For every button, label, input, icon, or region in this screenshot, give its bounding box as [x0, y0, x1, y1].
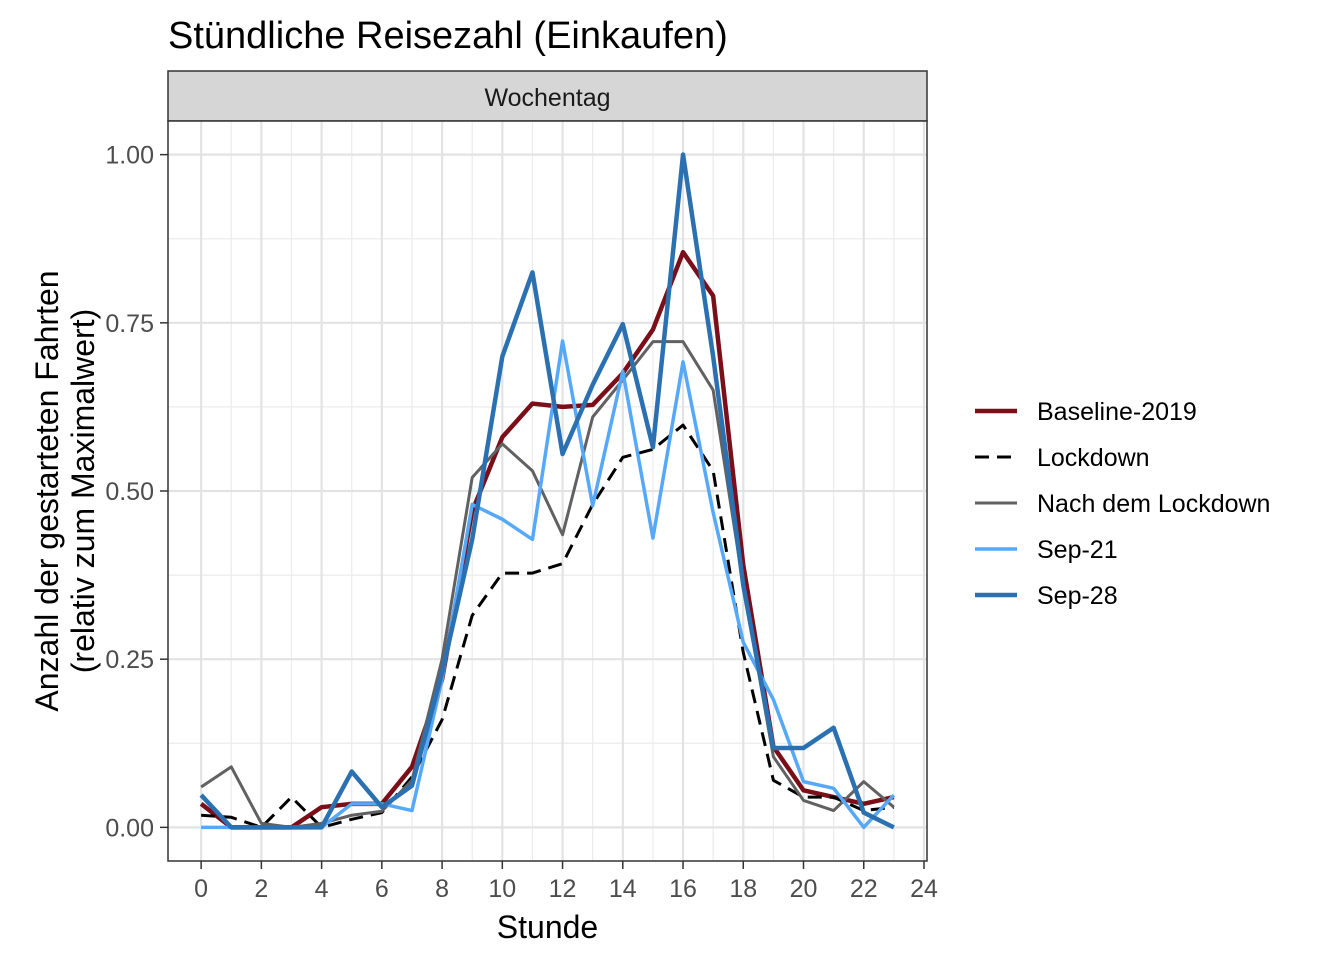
legend: Baseline-2019 Lockdown Nach dem Lockdown Se…: [975, 398, 1270, 610]
x-tick-label: 4: [315, 875, 329, 903]
y-axis-label-line2: (relativ zum Maximalwert): [65, 309, 101, 673]
y-axis-label-line1: Anzahl der gestarteten Fahrten: [29, 270, 65, 711]
x-tick-label: 6: [375, 875, 389, 903]
legend-label: Baseline-2019: [1037, 398, 1197, 426]
y-tick-label: 0.75: [105, 310, 154, 338]
legend-item: Baseline-2019: [975, 398, 1197, 426]
legend-label: Nach dem Lockdown: [1037, 490, 1270, 518]
x-tick-label: 24: [910, 875, 938, 903]
y-tick-label: 1.00: [105, 142, 154, 170]
x-tick-label: 14: [609, 875, 637, 903]
series-line-sep-28: [199, 152, 895, 830]
legend-label: Sep-21: [1037, 536, 1118, 564]
grid-lines: [168, 121, 927, 861]
x-tick-label: 2: [254, 875, 268, 903]
x-axis: 0 2 4 6 8 10 12 14 16 18 20 22 24: [194, 861, 938, 903]
legend-item: Sep-21: [975, 536, 1118, 564]
y-tick-label: 0.00: [105, 814, 154, 842]
plot-panel: [167, 120, 928, 862]
y-tick-label: 0.50: [105, 478, 154, 506]
x-tick-label: 16: [669, 875, 697, 903]
legend-item: Sep-28: [975, 582, 1118, 610]
y-axis-label: Anzahl der gestarteten Fahrten (relativ …: [29, 270, 101, 711]
y-axis: 0.00 0.25 0.50 0.75 1.00: [105, 142, 168, 842]
series-line-baseline-2019: [199, 249, 895, 830]
y-tick-label: 0.25: [105, 646, 154, 674]
legend-label: Lockdown: [1037, 444, 1150, 472]
series-line-nach-dem-lockdown: [200, 340, 895, 829]
x-tick-label: 12: [549, 875, 577, 903]
x-tick-label: 20: [790, 875, 818, 903]
x-tick-label: 22: [850, 875, 878, 903]
series-line-lockdown: [201, 423, 895, 829]
chart-title: Stündliche Reisezahl (Einkaufen): [168, 15, 728, 57]
x-tick-label: 0: [194, 875, 208, 903]
facet-strip-background: [167, 70, 928, 122]
legend-item: Nach dem Lockdown: [975, 490, 1270, 518]
x-tick-label: 8: [435, 875, 449, 903]
x-tick-label: 18: [729, 875, 757, 903]
series-layer: [199, 152, 896, 830]
facet-strip-label: Wochentag: [484, 84, 610, 112]
x-axis-label: Stunde: [497, 909, 598, 945]
legend-item: Lockdown: [975, 444, 1150, 472]
x-tick-label: 10: [488, 875, 516, 903]
legend-label: Sep-28: [1037, 582, 1118, 610]
facet-strip: Wochentag: [167, 70, 928, 122]
